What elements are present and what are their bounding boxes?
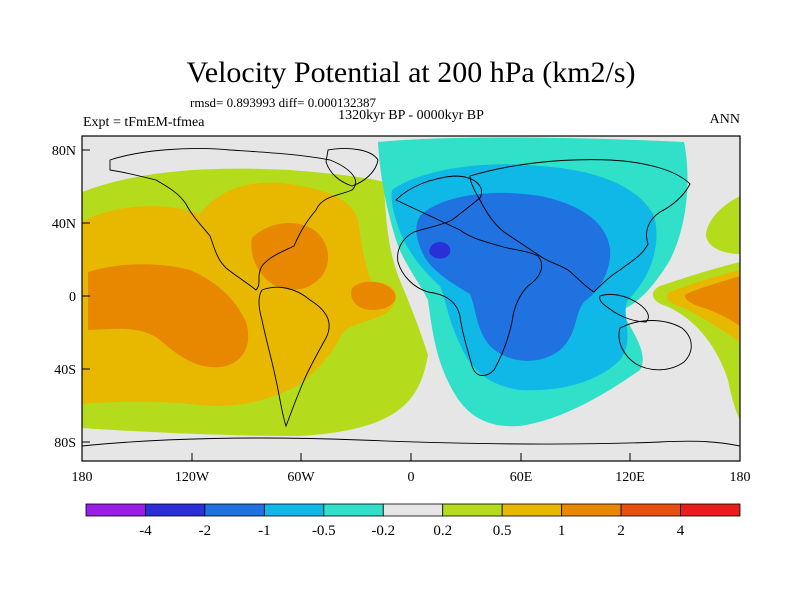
colorbar-label: -1 [258,523,271,539]
colorbar-swatch [442,503,503,517]
y-tick-label: 40N [52,217,76,232]
antarctica-outline [82,437,740,447]
colorbar-swatch [145,503,206,517]
colorbar-label: 4 [677,523,685,539]
map-title: Velocity Potential at 200 hPa (km2/s) [186,56,635,89]
east-edge-positive [706,196,740,254]
stats-line: rmsd= 0.893993 diff= 0.000132387 [190,95,376,110]
colorbar-label: 2 [617,523,625,539]
colorbar-swatch [323,503,384,517]
colorbar: -4 -2 -1 -0.5 -0.2 0.2 0.5 1 2 4 [85,503,741,539]
positive-lobe-strong-atlantic [351,281,396,310]
south-america-outline [258,286,330,428]
colorbar-swatch [382,503,444,517]
map-panel [81,135,741,462]
x-tick-label: 60E [510,470,533,485]
europe-africa-outline [395,175,542,376]
colorbar-swatch [204,503,265,517]
colorbar-swatch [620,503,681,517]
colorbar-label: 0.2 [433,523,452,539]
x-tick-label: 180 [730,470,751,485]
x-axis: 180 120W 60W 0 60E 120E 180 [72,470,751,485]
colorbar-label: -4 [139,523,152,539]
period-line: 1320kyr BP - 0000kyr BP [338,108,484,123]
colorbar-swatch [263,503,325,517]
y-tick-label: 80N [52,144,76,159]
positive-lobe-strong-caribbean [251,223,329,290]
y-tick-label: 40S [54,363,76,378]
y-tick-label: 80S [54,436,76,451]
colorbar-swatch [501,503,563,517]
maritime-continent-outline [599,293,649,323]
x-tick-label: 120E [615,470,645,485]
negative-lobe-max [429,242,451,259]
experiment-label: Expt = tFmEM-tfmea [83,115,205,130]
colorbar-label: 1 [558,523,566,539]
colorbar-label: -0.5 [312,523,336,539]
asia-outline [469,159,691,293]
pacific-positive-strong [684,276,740,326]
australia-outline [618,320,692,371]
coastlines [82,148,740,447]
x-tick-label: 120W [175,470,210,485]
y-axis: 80N 40N 0 40S 80S [52,144,76,451]
colorbar-swatch [85,503,146,517]
colorbar-label: -2 [199,523,212,539]
y-tick-label: 0 [69,290,76,305]
colorbar-swatch [680,503,741,517]
tick-marks [81,149,741,461]
colorbar-label: -0.2 [371,523,395,539]
north-america-outline [109,148,357,291]
x-tick-label: 0 [408,470,415,485]
greenland-outline [325,148,379,187]
x-tick-label: 180 [72,470,93,485]
colorbar-swatch [561,503,622,517]
colorbar-label: 0.5 [493,523,512,539]
negative-lobe-strong [416,192,611,361]
x-tick-label: 60W [287,470,315,485]
season-label: ANN [710,112,740,127]
positive-lobe-strong-west [88,264,249,368]
